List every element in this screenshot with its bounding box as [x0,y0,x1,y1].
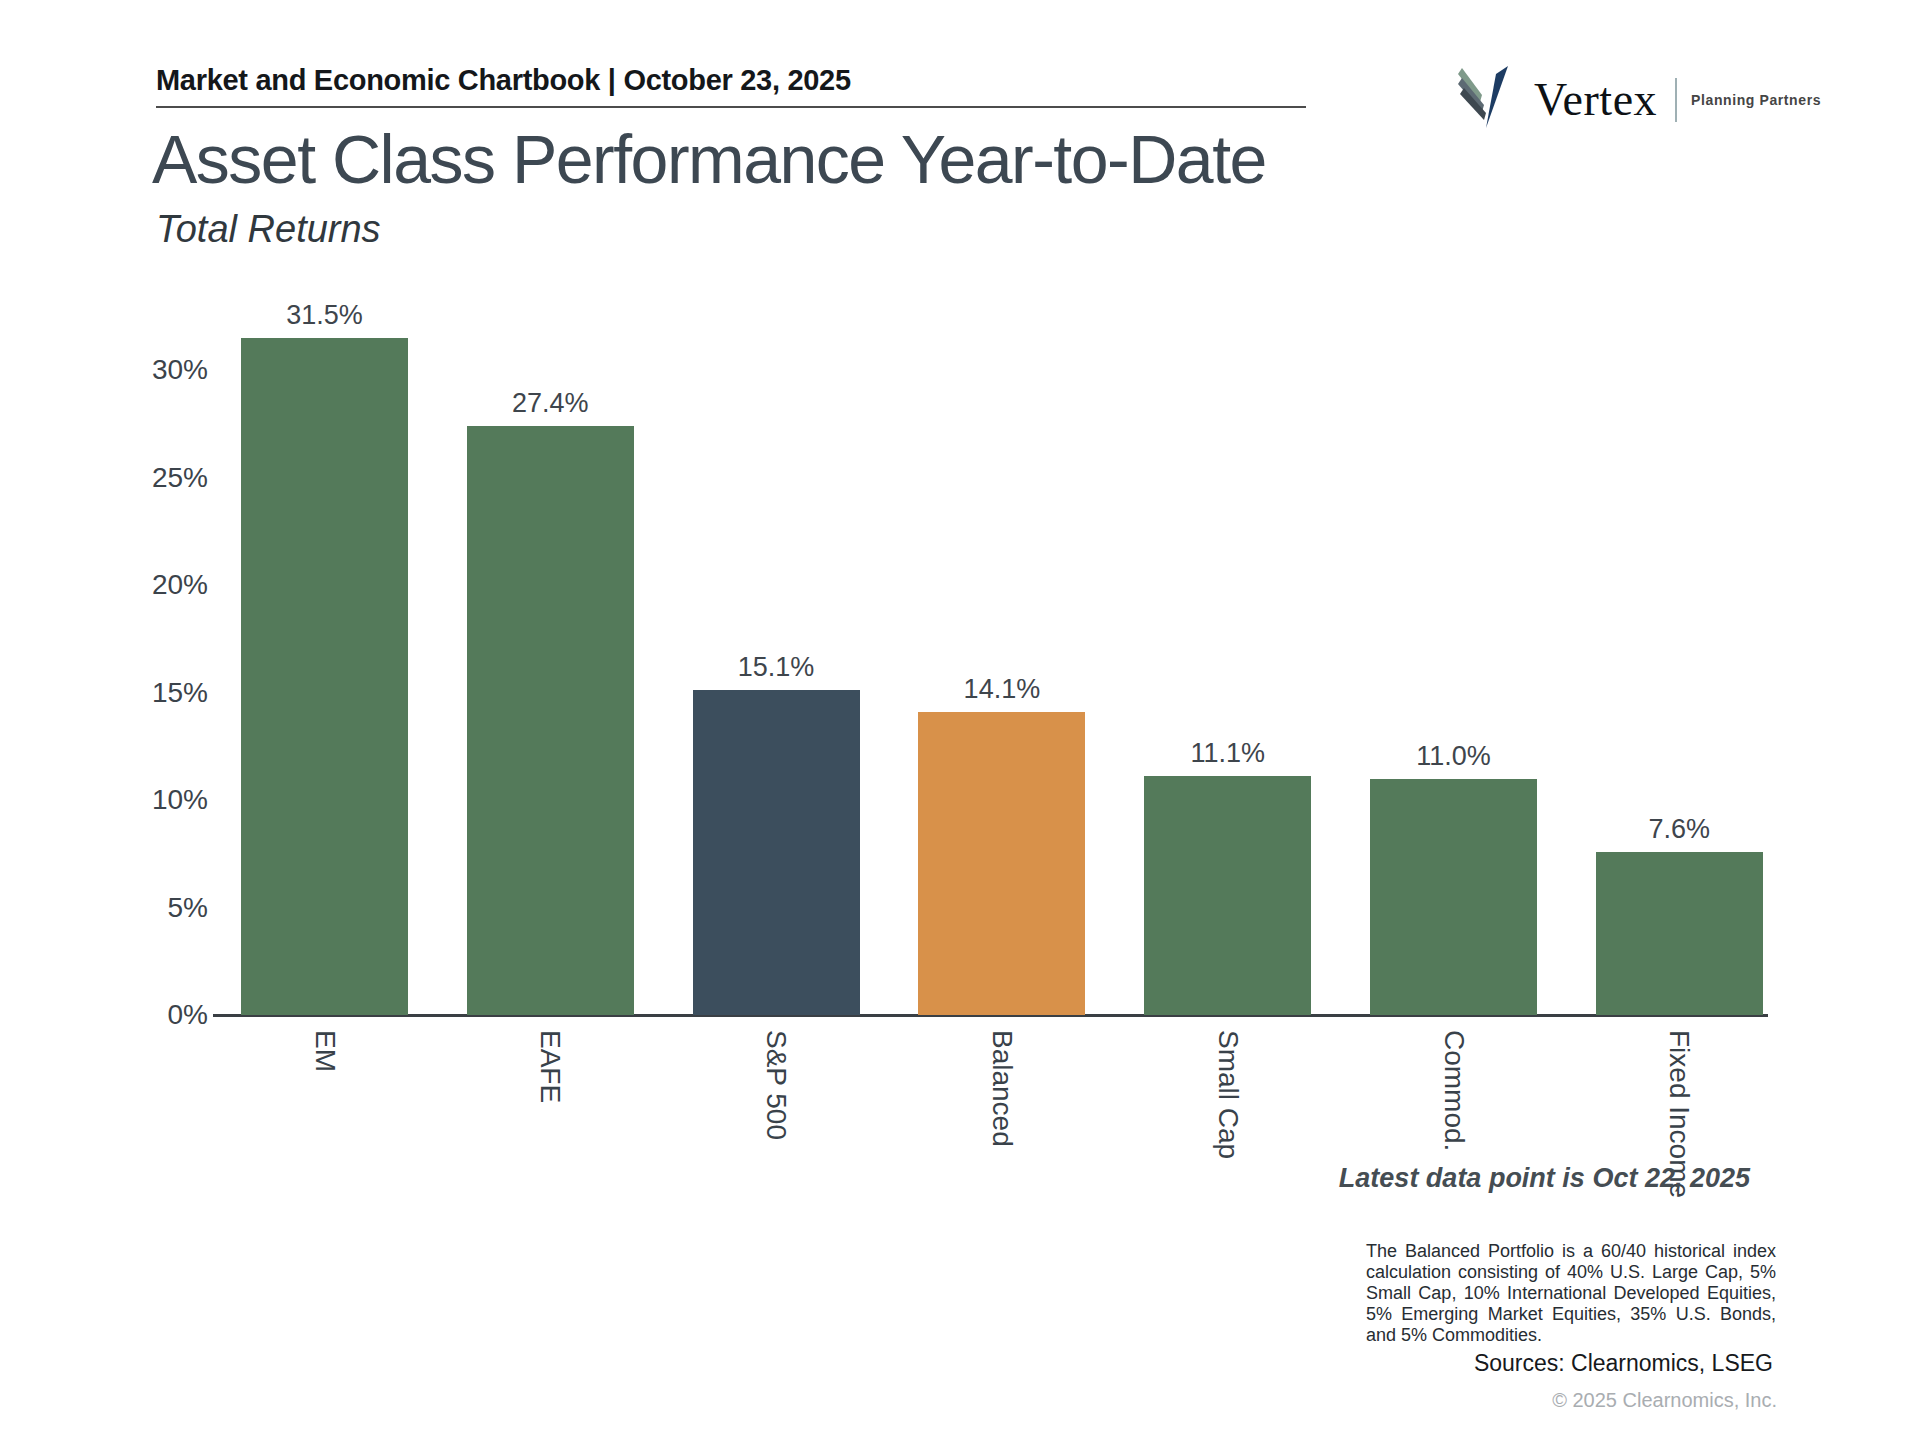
y-axis-tick-label: 5% [88,891,208,925]
copyright-line: © 2025 Clearnomics, Inc. [1552,1389,1777,1412]
bar-balanced [918,712,1085,1015]
bar-value-label-commod: 11.0% [1370,739,1537,773]
y-axis-tick-label: 0% [88,998,208,1032]
bar-value-label-fixed-income: 7.6% [1596,812,1763,846]
y-axis-tick-label: 10% [88,783,208,817]
bar-fixed-income [1596,852,1763,1015]
bar-s-p-500 [693,690,860,1015]
x-axis-label-small-cap: Small Cap [1212,1030,1245,1159]
y-axis-tick-label: 30% [88,353,208,387]
y-axis-tick-label: 25% [88,461,208,495]
balanced-portfolio-footnote: The Balanced Portfolio is a 60/40 histor… [1366,1241,1776,1346]
bar-chart: 0% 5% 10% 15% 20% 25% 30% 31.5% EM 27.4% EAFE 15.1%… [0,0,1918,1439]
bar-value-label-small-cap: 11.1% [1144,736,1311,770]
sources-line: Sources: Clearnomics, LSEG [1474,1350,1773,1377]
latest-data-note: Latest data point is Oct 22, 2025 [1339,1163,1750,1194]
bar-value-label-balanced: 14.1% [918,672,1085,706]
chartbook-page: Market and Economic Chartbook | October … [0,0,1918,1439]
bar-em [241,338,408,1015]
bar-value-label-eafe: 27.4% [467,386,634,420]
bar-eafe [467,426,634,1015]
x-axis-label-em: EM [309,1030,342,1072]
x-axis-label-s-p-500: S&P 500 [760,1030,793,1140]
bar-value-label-em: 31.5% [241,298,408,332]
y-axis-tick-label: 15% [88,676,208,710]
bar-small-cap [1144,776,1311,1015]
bar-value-label-s-p-500: 15.1% [693,650,860,684]
x-axis-label-eafe: EAFE [534,1030,567,1103]
x-axis-label-balanced: Balanced [986,1030,1019,1147]
x-axis-label-commod: Commod. [1438,1030,1471,1151]
y-axis-tick-label: 20% [88,568,208,602]
bar-commod [1370,779,1537,1016]
